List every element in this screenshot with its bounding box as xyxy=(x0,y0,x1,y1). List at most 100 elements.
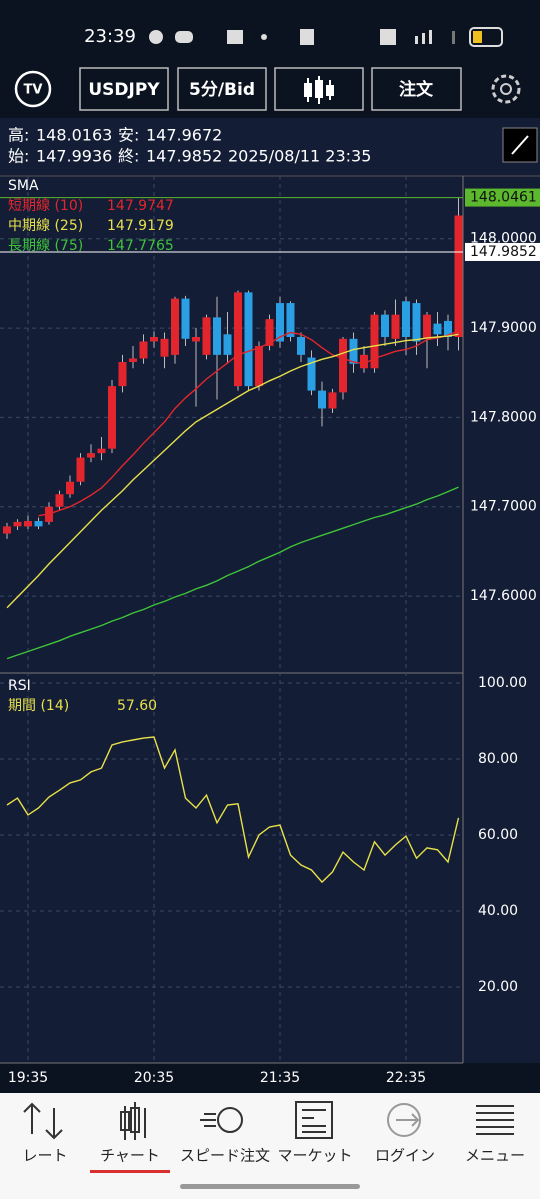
price-tag xyxy=(465,242,540,261)
candle-body xyxy=(3,526,11,534)
candle-body xyxy=(360,354,368,369)
logo-mark: TV xyxy=(24,83,43,98)
legend-name: 長期線 (75) xyxy=(8,238,83,254)
settings-icon[interactable] xyxy=(491,74,521,104)
candle-body xyxy=(55,494,64,507)
candle-body xyxy=(255,345,263,387)
speed-icon xyxy=(217,1107,243,1133)
active-tab-indicator xyxy=(90,1170,170,1173)
nav-label[interactable]: メニュー xyxy=(465,1147,525,1165)
timeframe-label: 5分/Bid xyxy=(189,80,255,100)
candle-body xyxy=(265,319,274,346)
candle-body xyxy=(192,337,200,342)
y-tick-label: 147.7000 xyxy=(470,499,537,515)
y-tick-label: 147.9000 xyxy=(470,320,537,336)
candle-body xyxy=(328,392,337,409)
order-label: 注文 xyxy=(399,79,434,100)
candle-body xyxy=(223,334,232,355)
battery xyxy=(469,27,503,47)
info-high-label: 高: xyxy=(8,126,29,145)
symbol-label: USDJPY xyxy=(88,80,160,100)
candle-body xyxy=(234,292,242,387)
chart-icon-body xyxy=(130,1107,140,1133)
y-tick-label: 147.6000 xyxy=(470,588,537,604)
candle-body xyxy=(202,317,211,355)
sma-line xyxy=(38,330,459,517)
price-tag-label: 147.9852 xyxy=(470,244,537,260)
info-close-label: 終: xyxy=(118,147,139,166)
candle-body xyxy=(139,341,148,359)
pencil-icon xyxy=(511,135,529,155)
nav-label[interactable]: スピード注文 xyxy=(180,1147,270,1165)
info-high: 148.0163 xyxy=(36,126,112,145)
y-tick-label: 20.00 xyxy=(478,979,518,995)
timeframe-button[interactable] xyxy=(177,67,267,111)
nav-label[interactable]: ログイン xyxy=(375,1147,435,1165)
candle-body xyxy=(276,303,284,342)
info-close: 147.9852 xyxy=(146,147,222,166)
nav-icons xyxy=(23,1101,514,1140)
info: 高: 148.0163 安: 147.9672 始: 147.9936 終: 1… xyxy=(8,126,371,166)
candle-body xyxy=(24,521,32,527)
icon xyxy=(149,30,163,44)
candle-body xyxy=(150,337,158,342)
market-icon-lines xyxy=(302,1109,326,1133)
settings-icon-center xyxy=(500,83,512,95)
status-time: 23:39 xyxy=(84,26,136,47)
candle-body xyxy=(349,338,358,364)
candle-body xyxy=(160,338,169,357)
price-tag xyxy=(465,188,540,207)
x-tick-label: 20:35 xyxy=(134,1070,174,1086)
candle-body xyxy=(171,298,179,355)
candle-body xyxy=(213,317,221,355)
rsi-line xyxy=(6,736,460,884)
legend-value: 57.60 xyxy=(117,698,157,714)
candle-body xyxy=(412,303,421,342)
y-tick-label: 147.8000 xyxy=(470,409,537,425)
candle-body xyxy=(307,357,316,391)
candle-body xyxy=(381,314,389,338)
nav-label[interactable]: チャート xyxy=(100,1147,160,1165)
candle-body xyxy=(129,358,137,363)
candle-body xyxy=(391,314,400,339)
sma-line xyxy=(6,486,459,660)
candle-body xyxy=(87,453,95,458)
candle-body xyxy=(454,215,463,338)
candle-body xyxy=(76,457,85,482)
info-open: 147.9936 xyxy=(36,147,112,166)
candle-body xyxy=(402,301,410,338)
info-open-label: 始: xyxy=(8,147,29,166)
plot: 19:35 20:35 21:35 22:35 147.6000 147.7000 147.… xyxy=(0,176,540,1086)
symbol-button[interactable] xyxy=(79,67,169,111)
candle-icon xyxy=(304,76,334,104)
pane-title: RSI xyxy=(8,678,31,694)
login-arrow xyxy=(396,1113,420,1127)
y-tick-label: 40.00 xyxy=(478,903,518,919)
menu-icon xyxy=(476,1105,514,1135)
chart-icon-body xyxy=(120,1111,130,1131)
nav-label[interactable]: マーケット xyxy=(277,1147,352,1165)
y-tick-label: 100.00 xyxy=(478,675,527,691)
y-tick-label: 80.00 xyxy=(478,751,518,767)
candle-body xyxy=(13,521,22,527)
battery-level xyxy=(473,31,482,43)
logo[interactable] xyxy=(14,70,52,108)
x-tick-label: 19:35 xyxy=(8,1070,48,1086)
icon xyxy=(452,31,455,44)
x-tick-label: 22:35 xyxy=(386,1070,426,1086)
icon xyxy=(227,30,243,44)
sma-line xyxy=(6,333,459,609)
candle-body xyxy=(286,303,295,338)
pane-title: SMA xyxy=(8,178,39,194)
candle-body xyxy=(423,314,431,339)
icon xyxy=(300,29,314,45)
nav-label[interactable]: レート xyxy=(22,1147,67,1165)
candle-body xyxy=(433,323,442,335)
y-tick-label: 60.00 xyxy=(478,827,518,843)
info-low: 147.9672 xyxy=(146,126,222,145)
candle-body xyxy=(108,386,116,449)
order-button[interactable] xyxy=(371,67,462,111)
icon xyxy=(429,30,432,44)
